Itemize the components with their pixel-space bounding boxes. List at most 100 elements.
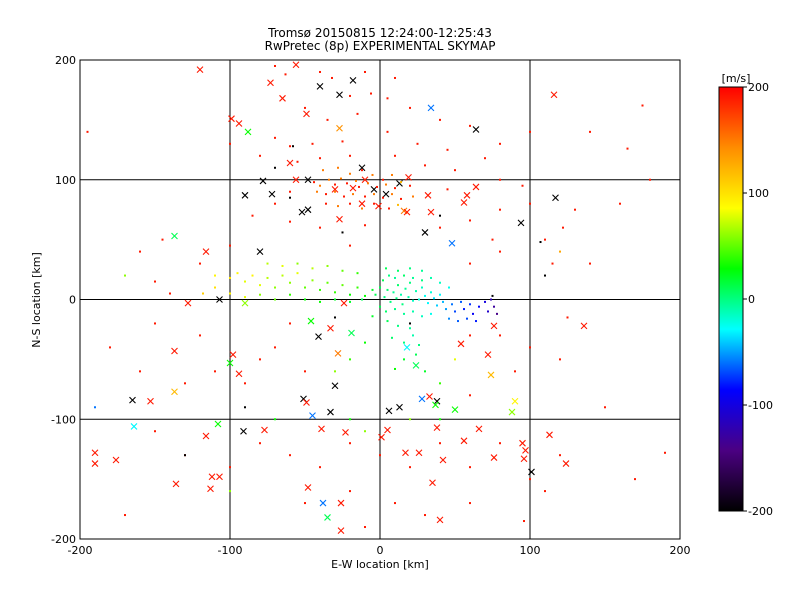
data-point-dot xyxy=(529,478,531,481)
data-point-dot xyxy=(562,226,564,229)
data-point-dot xyxy=(349,202,351,205)
data-point-dot xyxy=(325,193,327,196)
data-point-cross xyxy=(171,347,178,355)
data-point-cross xyxy=(208,473,216,481)
data-point-dot xyxy=(394,502,396,505)
data-point-dot xyxy=(371,315,374,318)
data-point-dot xyxy=(349,358,351,361)
data-point-dot xyxy=(139,370,141,373)
chart-title: Tromsø 20150815 12:24:00-12:25:43 xyxy=(267,26,492,40)
data-point-dot xyxy=(649,178,651,181)
data-point-dot xyxy=(322,169,324,172)
data-point-dot xyxy=(236,272,239,275)
data-point-dot xyxy=(274,418,276,421)
data-point-dot xyxy=(319,300,321,303)
data-point-dot xyxy=(382,178,384,181)
data-point-cross xyxy=(130,423,138,430)
data-point-dot xyxy=(154,322,156,325)
data-point-dot xyxy=(395,297,398,300)
data-point-dot xyxy=(251,214,254,217)
data-point-cross xyxy=(429,479,436,487)
data-point-cross xyxy=(562,460,570,467)
data-point-dot xyxy=(409,418,411,421)
data-point-cross xyxy=(147,397,154,405)
data-point-dot xyxy=(274,136,276,139)
data-point-dot xyxy=(334,190,336,193)
data-point-cross xyxy=(487,371,495,379)
data-point-dot xyxy=(251,274,254,277)
data-point-dot xyxy=(418,298,420,301)
data-point-dot xyxy=(484,157,486,160)
data-point-dot xyxy=(412,276,414,279)
data-point-dot xyxy=(311,267,314,270)
data-points xyxy=(86,61,666,535)
data-point-dot xyxy=(334,316,336,319)
data-point-cross xyxy=(286,159,294,167)
data-point-dot xyxy=(229,244,231,247)
grid-lines xyxy=(80,60,680,539)
data-point-cross xyxy=(427,104,435,112)
y-tick-label: 0 xyxy=(69,294,76,307)
data-point-cross xyxy=(337,527,345,535)
data-point-cross xyxy=(202,248,210,255)
data-point-cross xyxy=(361,176,369,184)
data-point-dot xyxy=(424,370,426,373)
data-point-dot xyxy=(439,442,441,445)
data-point-dot xyxy=(374,293,377,296)
data-point-dot xyxy=(391,193,393,196)
data-point-cross xyxy=(336,124,343,132)
data-point-dot xyxy=(472,312,474,315)
colorbar-tick-label: 200 xyxy=(748,81,769,94)
data-point-dot xyxy=(394,187,396,190)
data-point-dot xyxy=(392,291,395,294)
data-point-dot xyxy=(154,280,156,283)
data-point-dot xyxy=(421,279,423,282)
data-point-dot xyxy=(386,288,389,291)
data-point-dot xyxy=(566,316,569,319)
data-point-dot xyxy=(466,317,468,320)
data-point-dot xyxy=(421,269,423,272)
data-point-cross xyxy=(460,437,468,445)
data-point-dot xyxy=(400,293,402,296)
data-point-dot xyxy=(401,303,404,306)
data-point-dot xyxy=(634,478,636,481)
data-point-dot xyxy=(385,267,387,270)
data-point-cross xyxy=(415,449,423,457)
data-point-dot xyxy=(539,241,542,244)
plot-frame xyxy=(79,59,681,540)
data-point-cross xyxy=(378,433,385,441)
data-point-dot xyxy=(403,312,405,315)
data-point-cross xyxy=(184,299,192,307)
data-point-cross xyxy=(508,408,516,416)
data-point-dot xyxy=(229,490,231,493)
data-point-dot xyxy=(358,185,360,188)
data-point-dot xyxy=(199,334,201,337)
data-point-dot xyxy=(304,286,306,289)
data-point-dot xyxy=(454,310,456,313)
data-point-cross xyxy=(337,499,345,507)
x-tick-label: -200 xyxy=(68,544,93,557)
data-point-dot xyxy=(337,166,339,169)
data-point-cross xyxy=(307,317,315,325)
data-point-dot xyxy=(439,293,441,296)
data-point-dot xyxy=(457,320,459,323)
data-point-dot xyxy=(296,272,299,275)
data-point-dot xyxy=(409,466,411,469)
data-point-dot xyxy=(559,250,561,253)
data-point-dot xyxy=(373,193,375,196)
data-point-dot xyxy=(371,288,374,291)
data-point-dot xyxy=(445,308,447,311)
data-point-dot xyxy=(424,294,426,297)
data-point-dot xyxy=(439,118,441,121)
data-point-dot xyxy=(448,317,450,320)
data-point-dot xyxy=(274,64,276,67)
data-point-dot xyxy=(388,274,390,277)
data-point-cross xyxy=(261,426,268,434)
data-point-dot xyxy=(404,287,407,290)
data-point-dot xyxy=(389,300,392,303)
data-point-cross xyxy=(349,76,357,84)
data-point-dot xyxy=(559,358,561,361)
data-point-cross xyxy=(349,184,357,192)
data-point-dot xyxy=(514,370,516,373)
